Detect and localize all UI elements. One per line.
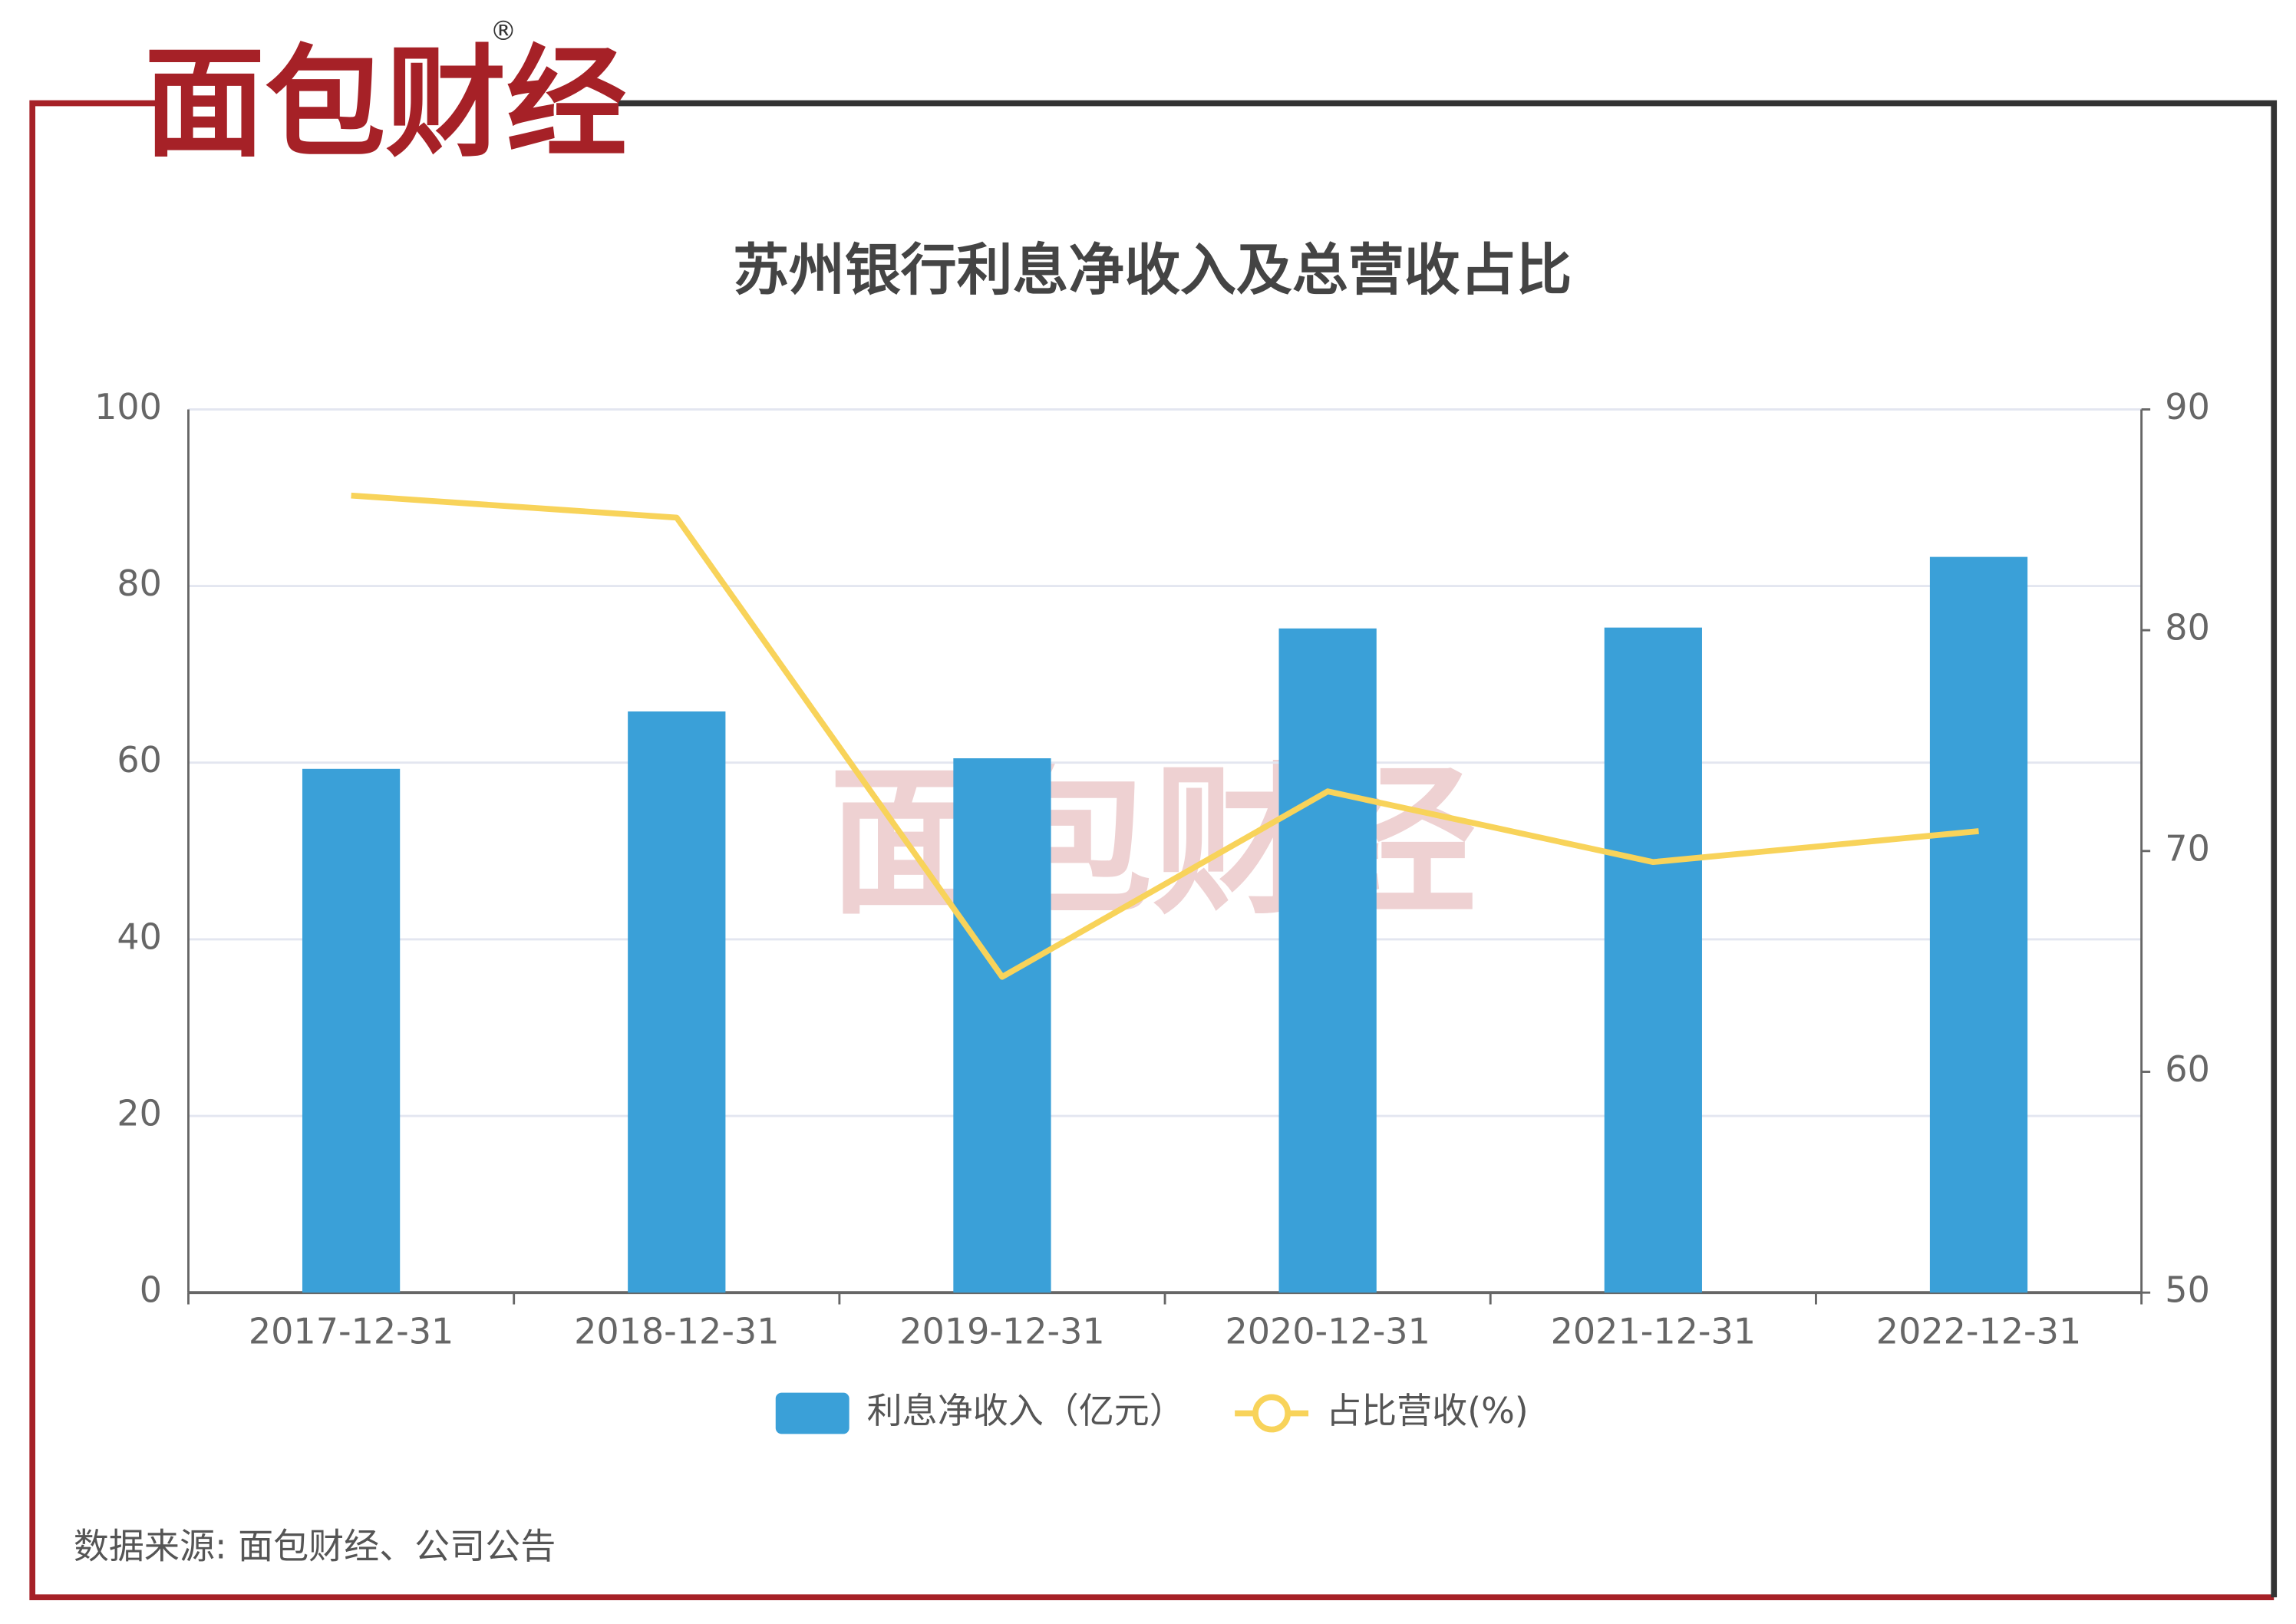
bar (1929, 556, 2028, 1293)
watermark: 面包财经 (829, 748, 1476, 936)
y-tick-label: 20 (117, 1093, 162, 1134)
x-tick-label: 2020-12-31 (1225, 1310, 1430, 1352)
y-tick-label: 40 (117, 916, 162, 957)
frame-red (29, 100, 2275, 1601)
bar (1278, 628, 1377, 1293)
logo-mark: ® (490, 16, 517, 47)
x-tick-label: 2021-12-31 (1551, 1310, 1756, 1352)
y2-tick-label: 70 (2165, 827, 2210, 869)
logo: 面包财经 (144, 34, 627, 174)
legend-label: 利息净收入（亿元） (867, 1390, 1185, 1431)
x-tick-label: 2019-12-31 (899, 1310, 1104, 1352)
y-tick-label: 60 (117, 739, 162, 781)
y-tick-label: 100 (94, 386, 162, 427)
frame-dark (618, 100, 2278, 1598)
legend-label: 占比营收(%) (1326, 1390, 1529, 1431)
chart-title: 苏州银行利息净收入及总营收占比 (733, 238, 1572, 303)
bar (628, 711, 726, 1293)
legend-swatch (775, 1392, 849, 1434)
line (351, 492, 1979, 980)
legend-swatch-marker (1252, 1394, 1292, 1433)
y2-tick-label: 80 (2165, 607, 2210, 649)
y2-tick-label: 90 (2165, 386, 2210, 427)
x-tick-label: 2018-12-31 (574, 1310, 779, 1352)
source: 数据来源: 面包财经、公司公告 (74, 1525, 556, 1566)
x-tick-label: 2022-12-31 (1876, 1310, 2081, 1352)
y2-tick-label: 60 (2165, 1048, 2210, 1090)
bar (953, 758, 1051, 1293)
y-tick-label: 0 (140, 1269, 162, 1311)
bar (302, 768, 401, 1293)
x-tick-label: 2017-12-31 (249, 1310, 454, 1352)
bar (1604, 627, 1702, 1293)
y-tick-label: 80 (117, 563, 162, 604)
y2-tick-label: 50 (2165, 1269, 2210, 1311)
